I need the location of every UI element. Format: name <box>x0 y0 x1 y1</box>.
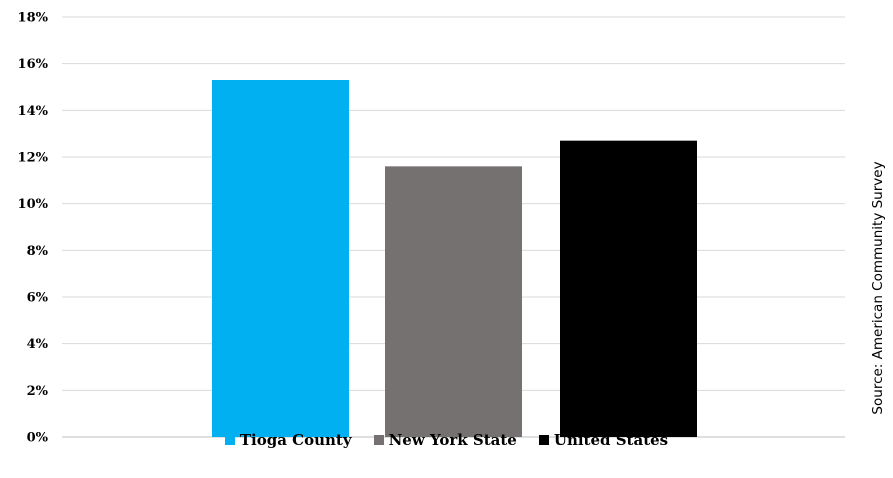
legend-label-tioga-county: Tioga County <box>239 431 352 449</box>
legend-label-new-york-state: New York State <box>388 431 517 449</box>
y-tick-label: 12% <box>18 151 49 166</box>
legend-item-tioga-county: Tioga County <box>224 431 352 449</box>
y-tick-label: 6% <box>27 291 49 306</box>
legend-swatch-tioga-county <box>224 435 235 445</box>
y-tick-label: 2% <box>27 384 49 399</box>
source-note: Source: American Community Survey <box>870 161 886 415</box>
legend-label-united-states: United States <box>553 431 669 449</box>
y-tick-label: 0% <box>27 431 49 446</box>
legend-swatch-new-york-state <box>373 435 384 445</box>
legend-item-new-york-state: New York State <box>373 431 517 449</box>
legend-item-united-states: United States <box>538 431 669 449</box>
y-tick-label: 16% <box>18 57 49 72</box>
bar-united-states <box>560 140 697 437</box>
y-tick-label: 14% <box>18 104 49 119</box>
y-tick-label: 8% <box>27 244 49 259</box>
bar-new-york-state <box>385 166 522 438</box>
bars <box>212 80 697 438</box>
legend: Tioga County New York State United State… <box>0 431 893 449</box>
y-tick-label: 10% <box>18 197 49 212</box>
y-axis-tick-labels: 0% 2% 4% 6% 8% 10% 12% 14% 16% 18% <box>18 11 49 446</box>
y-tick-label: 18% <box>18 11 49 26</box>
legend-swatch-united-states <box>538 435 549 445</box>
y-tick-label: 4% <box>27 337 49 352</box>
bar-tioga-county <box>212 80 349 437</box>
